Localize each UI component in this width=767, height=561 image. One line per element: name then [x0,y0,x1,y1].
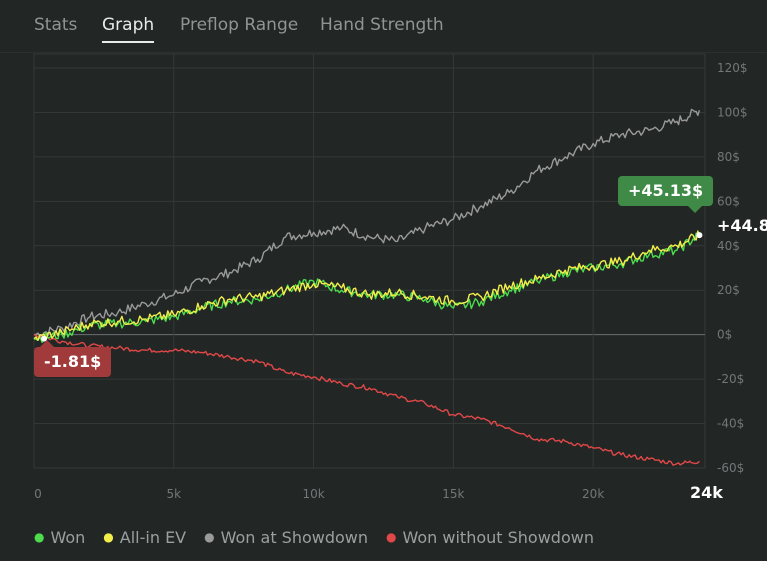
legend-dot-won-at-showdown: ● [204,530,215,544]
y-tick-label: -20$ [717,372,744,386]
y-tick-label: 60$ [717,194,740,208]
y-tick-label: 40$ [717,239,740,253]
y-tick-label: 80$ [717,150,740,164]
legend-item-won[interactable]: ● Won [34,526,85,548]
legend-label-won: Won [50,527,86,547]
x-axis-max-label: 24k [690,483,723,502]
series-line-showdown [33,108,701,338]
series-line-won [33,232,700,344]
legend-dot-allin-ev: ● [103,530,114,544]
legend-label-won-at-showdown: Won at Showdown [220,527,369,547]
legend-dot-won-without-showdown: ● [386,530,397,544]
end-point-marker [696,232,703,239]
tab-hand-strength[interactable]: Hand Strength [320,15,444,35]
legend-label-won-without-showdown: Won without Showdown [402,527,594,547]
chart-legend: ● Won ● All-in EV ● Won at Showdown ● Wo… [34,526,594,548]
x-tick-label: 15k [442,487,464,501]
legend-item-allin-ev[interactable]: ● All-in EV [103,526,186,548]
tab-graph[interactable]: Graph [102,15,155,43]
x-tick-label: 5k [166,487,181,501]
y-tick-label: 120$ [717,61,748,75]
y-tick-label: -40$ [717,417,744,431]
y-tick-label: -60$ [717,461,744,475]
tab-preflop-range[interactable]: Preflop Range [180,15,299,35]
series-line-allin-ev [33,230,701,341]
y-tick-label: 20$ [717,283,740,297]
legend-dot-won: ● [34,530,45,544]
tab-bar: Stats Graph Preflop Range Hand Strength [0,0,767,53]
profit-chart[interactable]: 120$ 100$ 80$ 60$ 40$ 20$ 0$ -20$ -40$ -60$ 0 5k 10k… [0,52,767,512]
tab-stats[interactable]: Stats [34,15,78,35]
x-tick-label: 20k [582,487,604,501]
x-tick-label: 0 [34,487,42,501]
y-tick-label: 0$ [717,328,732,342]
legend-label-allin-ev: All-in EV [119,527,187,547]
series-line-non-showdown [33,334,700,466]
legend-item-won-at-showdown[interactable]: ● Won at Showdown [204,526,368,548]
legend-item-won-without-showdown[interactable]: ● Won without Showdown [386,526,594,548]
end-value-side-label: +44.8 [717,216,767,235]
end-value-callout: +45.13$ [618,176,714,213]
y-tick-label: 100$ [717,105,748,119]
x-tick-label: 10k [302,487,324,501]
start-value-callout: -1.81$ [34,340,112,377]
